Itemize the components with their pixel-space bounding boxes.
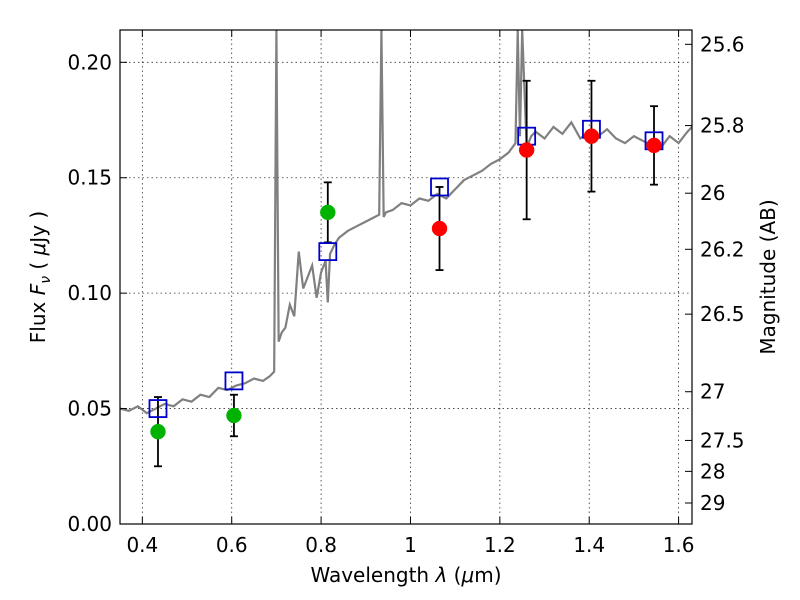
y-axis-mu: μ — [26, 243, 50, 257]
model-point — [224, 371, 244, 391]
x-tick-label: 1 — [404, 533, 417, 557]
y2-tick-label: 29 — [700, 491, 725, 515]
grid-lines — [120, 30, 692, 525]
y-axis-subscript: ν — [38, 276, 54, 284]
sed-model-layer — [120, 30, 692, 415]
observed-point-nir — [583, 128, 600, 144]
observed-point-optical — [226, 407, 242, 424]
y2-tick-label: 25.8 — [700, 114, 745, 138]
plot-frame — [119, 29, 693, 525]
model-photometry-layer — [148, 119, 664, 418]
y-tick-label: 0.15 — [67, 166, 112, 190]
ticks-layer: 0.4 0.6 0.8 1 1.2 1.4 1.6 0.00 0.05 0.10 0.15 0.20 2… — [67, 30, 745, 557]
x-tick-label: 1.4 — [573, 533, 605, 557]
x-tick-label: 0.4 — [126, 533, 158, 557]
y2-tick-label: 28 — [700, 459, 725, 483]
y2-tick-label: 27.5 — [700, 428, 745, 452]
sed-model-line — [120, 30, 692, 415]
x-tick-label: 0.8 — [305, 533, 337, 557]
x-tick-label: 0.6 — [216, 533, 248, 557]
x-axis-symbol: λ — [434, 563, 447, 587]
model-point — [318, 242, 338, 262]
observed-point-nir — [518, 142, 535, 158]
observed-point-nir — [431, 220, 448, 237]
y2-tick-label: 25.6 — [700, 32, 745, 56]
observed-point-nir — [646, 137, 662, 154]
x-tick-label: 1.2 — [484, 533, 516, 557]
y2-tick-label: 26.5 — [700, 302, 745, 326]
y2-tick-label: 26.2 — [700, 237, 745, 261]
model-point — [148, 399, 168, 418]
x-tick-label: 1.6 — [663, 533, 695, 557]
y-tick-label: 0.00 — [67, 512, 112, 536]
y-tick-label: 0.05 — [67, 397, 112, 421]
observed-point-optical — [150, 423, 166, 440]
y2-tick-label: 27 — [700, 380, 725, 404]
y-axis-title: Flux Fν ( μJy ) — [26, 211, 54, 343]
y-tick-label: 0.20 — [67, 50, 112, 74]
x-axis-mu: μ — [460, 563, 474, 587]
y2-tick-label: 26 — [700, 181, 725, 205]
y2-axis-title: Magnitude (AB) — [756, 199, 780, 354]
y-tick-label: 0.10 — [67, 281, 112, 305]
x-axis-title: Wavelength λ (μm) — [310, 563, 501, 587]
model-point — [430, 177, 449, 197]
observed-point-optical — [320, 204, 336, 221]
observed-photometry-layer — [150, 128, 662, 440]
y-axis-symbol: F — [26, 283, 50, 295]
